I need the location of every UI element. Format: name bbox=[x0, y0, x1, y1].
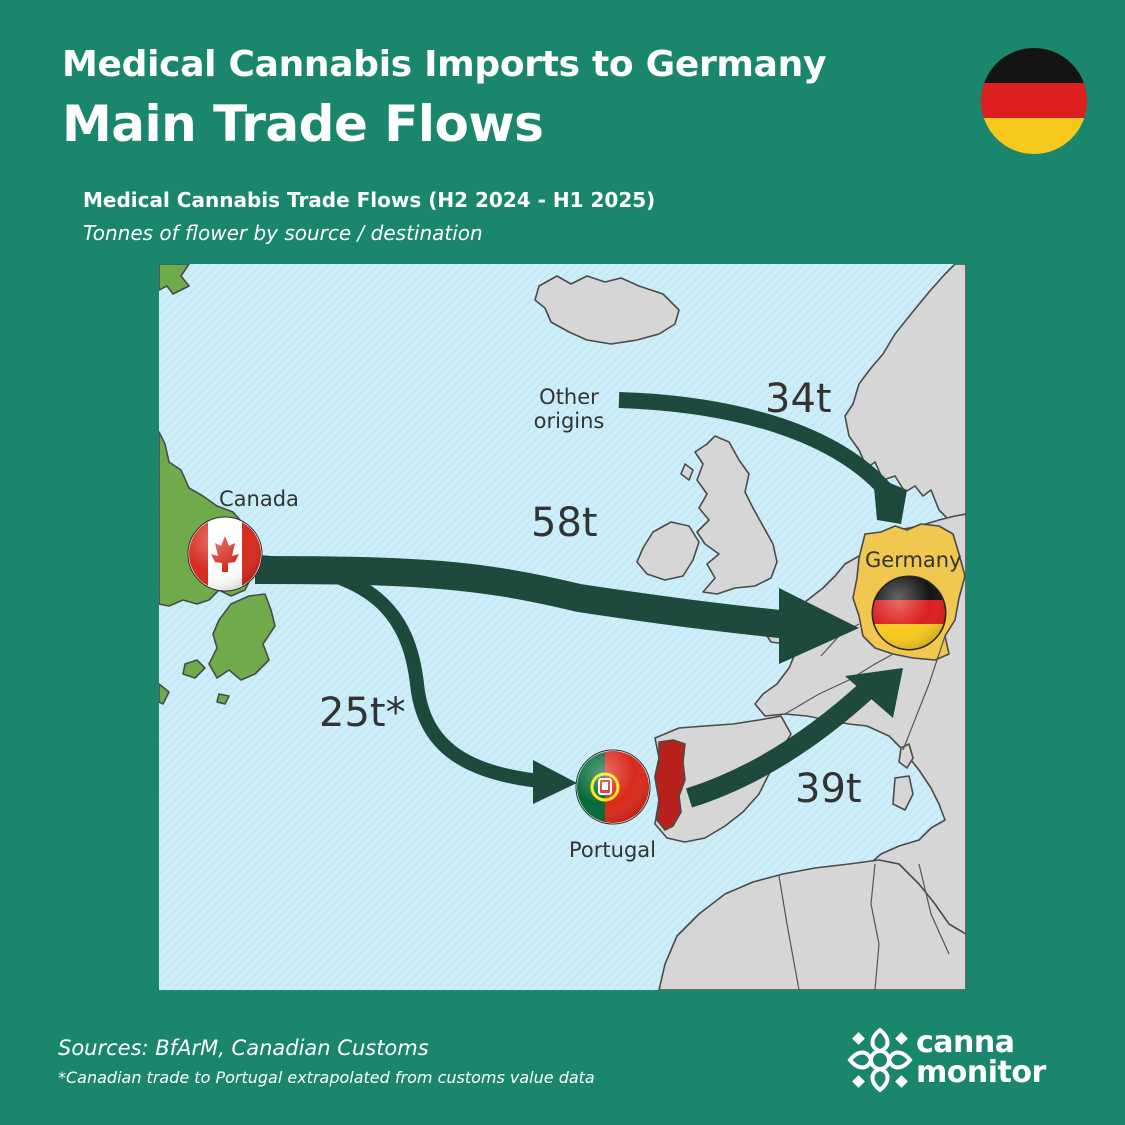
scandinavia-land bbox=[844, 264, 966, 523]
arrowhead-germany-main bbox=[779, 588, 859, 664]
flow-portugal-germany bbox=[685, 680, 876, 808]
great-britain-land bbox=[694, 435, 778, 595]
label-germany: Germany bbox=[865, 548, 962, 572]
corsica-land bbox=[898, 743, 914, 769]
arrowhead-other bbox=[873, 476, 907, 524]
label-other-line1: Other bbox=[539, 385, 599, 409]
island-small-1 bbox=[182, 659, 206, 679]
island-small-3 bbox=[216, 693, 230, 705]
label-other-line2: origins bbox=[534, 409, 605, 433]
portugal-flag-icon bbox=[575, 749, 651, 825]
trade-flow-map: Canada Germany Portugal Other origins 58… bbox=[159, 264, 966, 990]
sardinia-land bbox=[892, 775, 914, 811]
newfoundland-land bbox=[208, 593, 276, 681]
label-canada: Canada bbox=[219, 487, 299, 511]
flow-canada-germany bbox=[254, 556, 801, 640]
arrowhead-portugal bbox=[533, 760, 577, 804]
canna-monitor-logo-icon bbox=[847, 1027, 913, 1093]
brand-wordmark: canna monitor bbox=[916, 1028, 1046, 1088]
north-africa-land bbox=[658, 859, 966, 990]
island-small-2 bbox=[159, 683, 170, 705]
flow-label-34t: 34t bbox=[765, 376, 832, 422]
ireland-land bbox=[636, 521, 700, 581]
greenland-land bbox=[159, 264, 190, 295]
germany-flag-icon bbox=[981, 48, 1087, 154]
flow-arrows bbox=[254, 392, 896, 808]
chart-title: Medical Cannabis Trade Flows (H2 2024 - … bbox=[83, 188, 656, 212]
iceland-land bbox=[534, 275, 680, 345]
canada-flag-icon bbox=[187, 516, 263, 592]
sources: Sources: BfArM, Canadian Customs bbox=[58, 1036, 429, 1060]
arrowhead-portugal-germany bbox=[845, 668, 903, 718]
portugal-land bbox=[654, 739, 686, 831]
footnote: *Canadian trade to Portugal extrapolated… bbox=[58, 1068, 595, 1087]
island-hebrides bbox=[680, 463, 694, 481]
flow-label-39t: 39t bbox=[795, 766, 862, 812]
germany-map-flag-icon bbox=[871, 575, 947, 651]
label-portugal: Portugal bbox=[569, 838, 656, 862]
title-line-1: Medical Cannabis Imports to Germany bbox=[62, 44, 827, 85]
brand-logo: canna monitor bbox=[846, 1026, 1076, 1096]
title-line-2: Main Trade Flows bbox=[62, 95, 544, 153]
arrow-heads bbox=[533, 476, 907, 804]
brand-line-2: monitor bbox=[916, 1055, 1046, 1090]
chart-subtitle: Tonnes of flower by source / destination bbox=[83, 221, 483, 245]
flow-label-25t: 25t* bbox=[319, 690, 406, 736]
flow-label-58t: 58t bbox=[531, 500, 598, 546]
brand-line-1: canna bbox=[916, 1025, 1015, 1060]
flow-other-germany bbox=[618, 392, 896, 500]
